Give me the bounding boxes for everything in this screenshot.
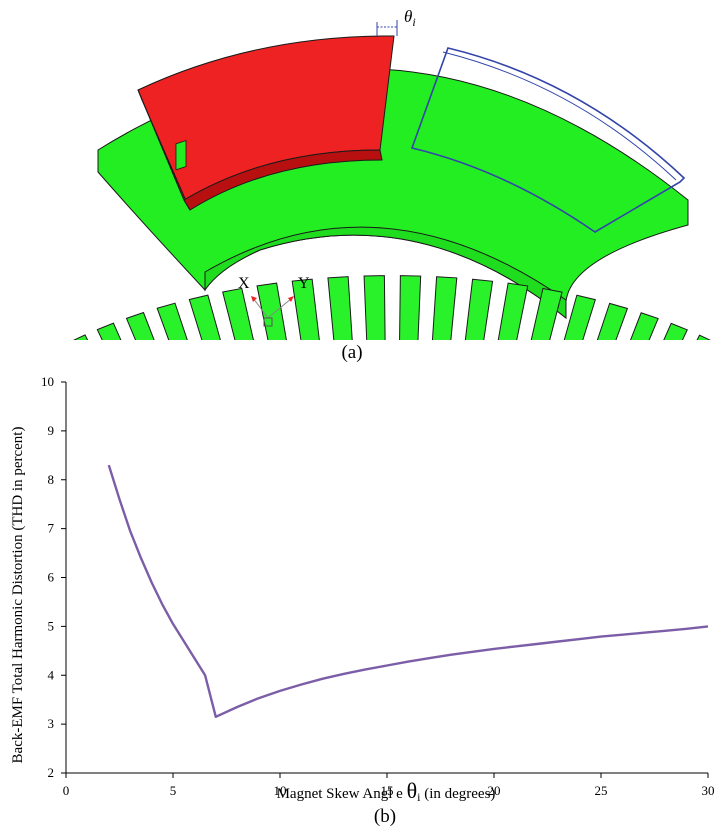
- stator-tooth: [188, 294, 221, 340]
- axis-y-label: Y: [298, 275, 310, 292]
- x-axis-title-symbol: θ: [407, 778, 418, 803]
- y-tick-label: 4: [48, 667, 55, 682]
- stator-tooth: [96, 322, 122, 340]
- chart-axes: [65, 382, 708, 774]
- series-lines: [107, 464, 709, 718]
- x-ticks: 0 5 10 15 20 25 30: [63, 773, 715, 798]
- core-inner-face: [204, 226, 567, 320]
- stator-teeth: [73, 275, 711, 340]
- x-tick-label: 20: [488, 783, 501, 798]
- stator-tooth: [327, 276, 353, 340]
- stator-tooth: [696, 334, 711, 340]
- stator-tooth: [563, 294, 596, 340]
- stator-tooth: [256, 282, 287, 340]
- x-axis-title-units: (in degrees): [420, 786, 495, 802]
- permanent-magnet-front: [183, 149, 383, 211]
- axis-x-label: X: [238, 275, 250, 292]
- caption-a: (a): [341, 342, 363, 363]
- stator-tooth: [363, 275, 386, 340]
- stator-tooth: [663, 322, 688, 340]
- magnet-window: [175, 140, 187, 171]
- theta-subscript: i: [412, 15, 415, 29]
- x-axis-title-sub: i: [417, 790, 421, 804]
- x-tick-label: 30: [702, 783, 715, 798]
- x-tick-label: 15: [381, 783, 394, 798]
- thd-chart: 2 3 4 5 6 7 8 9 10 0 5 10 15 20 25 30 Back-EMF Total H…: [10, 374, 715, 804]
- y-tick-label: 2: [48, 765, 55, 780]
- coordinate-axes: X Y: [238, 275, 310, 327]
- y-ticks: 2 3 4 5 6 7 8 9 10: [41, 374, 66, 780]
- stator-tooth: [73, 334, 89, 340]
- svg-text:θi: θi: [404, 7, 416, 29]
- x-tick-label: 0: [63, 783, 70, 798]
- y-tick-label: 6: [48, 570, 55, 585]
- y-tick-label: 7: [48, 521, 55, 536]
- stator-tooth: [530, 287, 563, 340]
- skewed-magnet-outline-inner: [442, 51, 677, 181]
- theta-label: θ: [404, 7, 412, 26]
- x-tick-label: 25: [595, 783, 608, 798]
- stator-tooth: [497, 282, 529, 340]
- stator-tooth: [399, 275, 422, 340]
- y-tick-label: 3: [48, 716, 55, 731]
- stator-tooth: [222, 287, 254, 340]
- y-tick-label: 8: [48, 472, 55, 487]
- skewed-magnet-outline: [410, 47, 686, 233]
- y-tick-label: 10: [41, 374, 54, 389]
- x-tick-label: 10: [274, 783, 287, 798]
- stator-tooth: [630, 312, 659, 340]
- caption-b: (b): [373, 806, 397, 827]
- stator-tooth: [291, 278, 320, 340]
- stator-tooth: [431, 276, 458, 340]
- y-tick-label: 5: [48, 618, 55, 633]
- y-axis-title: Back-EMF Total Harmonic Distortion (THD …: [10, 427, 26, 764]
- x-tick-label: 5: [170, 783, 177, 798]
- x-axis-title-main: Magnet Skew Angl e: [277, 786, 407, 802]
- stator-tooth: [156, 302, 188, 340]
- stator-tooth: [125, 311, 155, 340]
- stator-tooth: [596, 302, 629, 340]
- motor-segment-figure: θi X Y: [73, 7, 711, 340]
- thd-series-line: [107, 464, 709, 718]
- x-axis-title: Magnet Skew Angl e θi (in degrees): [277, 778, 496, 804]
- y-tick-label: 9: [48, 423, 55, 438]
- stator-tooth: [464, 278, 494, 340]
